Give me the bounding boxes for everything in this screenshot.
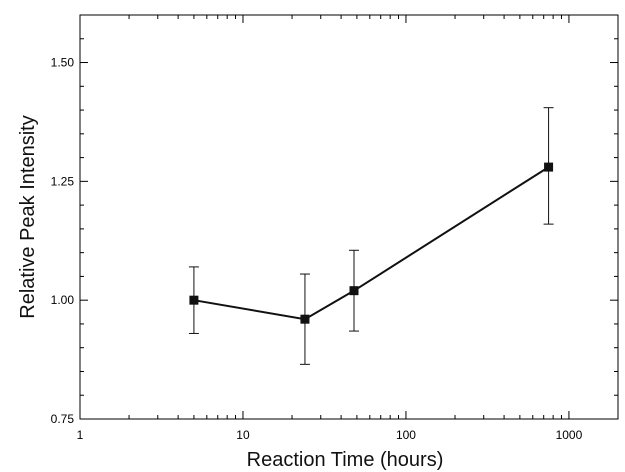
- x-axis-title: Reaction Time (hours): [247, 449, 444, 471]
- x-tick-label: 1000: [556, 428, 583, 442]
- tick-labels: 1 10 100 1000 0.75 1.00 1.25 1.50: [51, 56, 583, 442]
- series-line: [193, 166, 550, 321]
- y-tick-label: 0.75: [51, 412, 75, 426]
- x-tick-label: 100: [396, 428, 416, 442]
- x-tick-label: 1: [77, 428, 84, 442]
- data-point: [349, 286, 359, 296]
- data-point: [189, 295, 199, 305]
- plot-frame: [79, 14, 619, 420]
- data-point: [300, 314, 310, 324]
- y-tick-label: 1.50: [51, 56, 75, 70]
- x-tick-label: 10: [236, 428, 250, 442]
- y-axis-title: Relative Peak Intensity: [17, 115, 39, 318]
- y-tick-label: 1.00: [51, 293, 75, 307]
- axis-ticks: [79, 15, 619, 420]
- plot-axes: [79, 14, 619, 420]
- data-point: [544, 162, 554, 172]
- y-tick-label: 1.25: [51, 174, 75, 188]
- series-layer: [188, 107, 554, 365]
